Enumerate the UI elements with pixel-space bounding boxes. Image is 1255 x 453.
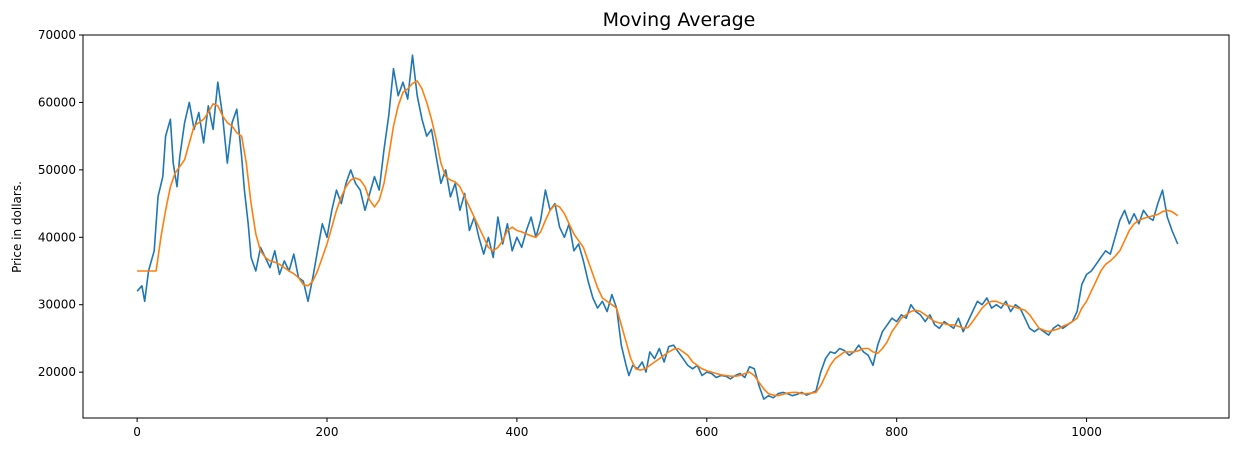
x-tick-label: 600 <box>695 425 718 439</box>
y-tick-label: 30000 <box>38 298 76 312</box>
y-axis: 20000 30000 40000 50000 60000 70000 <box>38 28 83 379</box>
x-tick-label: 400 <box>505 425 528 439</box>
x-tick-label: 800 <box>885 425 908 439</box>
x-tick-label: 0 <box>133 425 141 439</box>
y-tick-label: 40000 <box>38 230 76 244</box>
x-tick-label: 200 <box>316 425 339 439</box>
y-tick-label: 50000 <box>38 163 76 177</box>
series-layer <box>136 54 1179 400</box>
y-tick-label: 20000 <box>38 365 76 379</box>
x-tick-label: 1000 <box>1071 425 1102 439</box>
series-line-2 <box>137 80 1179 397</box>
x-axis: 0 200 400 600 800 1000 <box>133 418 1102 439</box>
y-tick-label: 70000 <box>38 28 76 42</box>
y-axis-label: Price in dollars. <box>10 181 24 273</box>
chart-title: Moving Average <box>603 9 756 31</box>
plot-frame <box>82 34 1230 419</box>
y-tick-label: 60000 <box>38 95 76 109</box>
